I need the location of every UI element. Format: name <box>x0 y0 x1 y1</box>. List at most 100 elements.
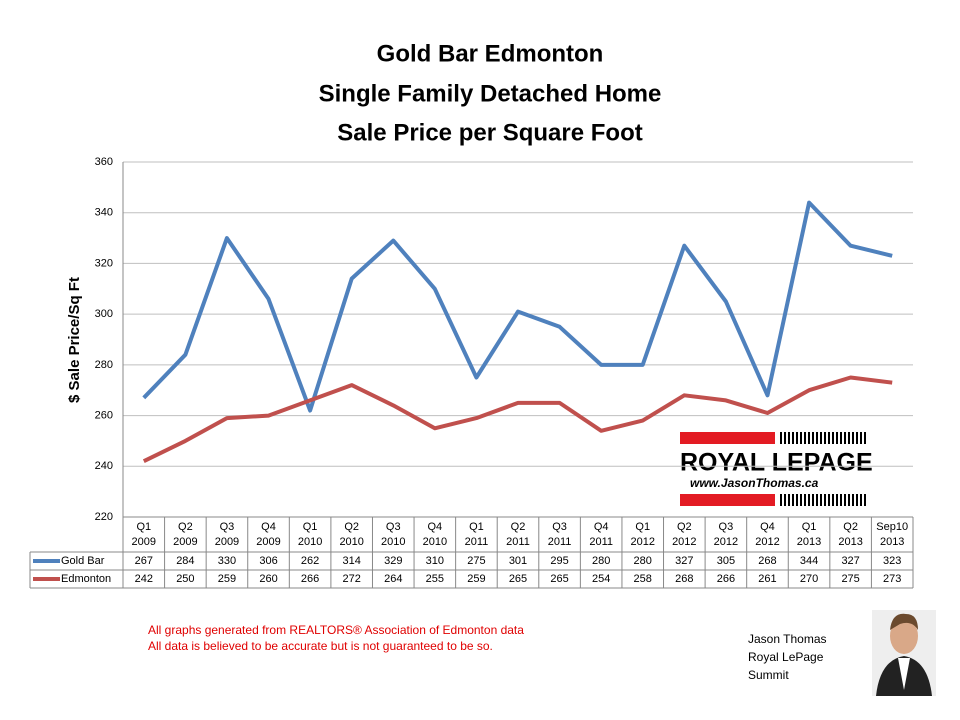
x-tick-label: 2012 <box>672 536 696 548</box>
y-tick-label: 340 <box>95 207 113 219</box>
legend-label: Edmonton <box>61 573 111 585</box>
table-value: 301 <box>509 555 527 567</box>
table-value: 280 <box>592 555 610 567</box>
table-value: 254 <box>592 573 610 585</box>
x-tick-label: Q1 <box>136 521 151 533</box>
x-tick-label: 2013 <box>880 536 904 548</box>
table-value: 273 <box>883 573 901 585</box>
table-value: 259 <box>218 573 236 585</box>
table-value: 255 <box>426 573 444 585</box>
chart-title: Single Family Detached Home <box>319 80 662 107</box>
series-line <box>142 375 893 463</box>
series-line <box>142 200 893 413</box>
table-value: 275 <box>467 555 485 567</box>
table-value: 327 <box>841 555 859 567</box>
x-tick-label: 2010 <box>298 536 322 548</box>
logo-brand: ROYAL LEPAGE <box>680 449 873 477</box>
x-tick-label: Q2 <box>677 521 692 533</box>
table-value: 266 <box>717 573 735 585</box>
table-value: 267 <box>135 555 153 567</box>
table-value: 242 <box>135 573 153 585</box>
y-tick-label: 240 <box>95 460 113 472</box>
x-tick-label: Q1 <box>469 521 484 533</box>
note: All data is believed to be accurate but … <box>148 639 493 653</box>
x-tick-label: Q2 <box>178 521 193 533</box>
table-value: 261 <box>758 573 776 585</box>
x-tick-label: Q3 <box>719 521 734 533</box>
x-tick-label: Q4 <box>760 521 775 533</box>
logo: ROYAL LEPAGE www.JasonThomas.ca <box>680 432 873 506</box>
agent-text: Summit <box>748 668 789 682</box>
legend-label: Gold Bar <box>61 555 105 567</box>
table-value: 262 <box>301 555 319 567</box>
table-value: 258 <box>634 573 652 585</box>
x-tick-label: 2009 <box>256 536 280 548</box>
x-tick-label: 2012 <box>755 536 779 548</box>
x-tick-label: Q1 <box>303 521 318 533</box>
y-axis-label: $ Sale Price/Sq Ft <box>66 277 83 403</box>
x-tick-label: 2010 <box>339 536 363 548</box>
y-tick-label: 220 <box>95 511 113 523</box>
x-tick-label: 2009 <box>215 536 239 548</box>
table-value: 330 <box>218 555 236 567</box>
table-value: 270 <box>800 573 818 585</box>
y-tick-label: 260 <box>95 409 113 421</box>
y-tick-label: 300 <box>95 308 113 320</box>
x-tick-label: 2009 <box>132 536 156 548</box>
note: All graphs generated from REALTORS® Asso… <box>148 623 524 637</box>
table-value: 329 <box>384 555 402 567</box>
x-tick-label: Q4 <box>594 521 609 533</box>
agent-photo <box>872 610 936 696</box>
table-value: 259 <box>467 573 485 585</box>
x-tick-label: Q2 <box>843 521 858 533</box>
x-tick-label: Q3 <box>386 521 401 533</box>
table-value: 260 <box>259 573 277 585</box>
table-value: 310 <box>426 555 444 567</box>
x-tick-label: Q2 <box>344 521 359 533</box>
table-value: 275 <box>841 573 859 585</box>
x-tick-label: 2011 <box>506 536 530 548</box>
table-value: 268 <box>758 555 776 567</box>
x-tick-label: 2011 <box>589 536 613 548</box>
x-tick-label: Q3 <box>220 521 235 533</box>
table-value: 284 <box>176 555 194 567</box>
x-tick-label: Q2 <box>511 521 526 533</box>
table-value: 265 <box>550 573 568 585</box>
table-value: 268 <box>675 573 693 585</box>
table-value: 314 <box>343 555 361 567</box>
agent-text: Royal LePage <box>748 650 824 664</box>
x-tick-label: 2010 <box>423 536 447 548</box>
chart-title: Sale Price per Square Foot <box>337 119 642 146</box>
table-value: 265 <box>509 573 527 585</box>
x-tick-label: Q1 <box>802 521 817 533</box>
x-tick-label: 2012 <box>714 536 738 548</box>
y-tick-label: 320 <box>95 257 113 269</box>
logo-url: www.JasonThomas.ca <box>690 476 819 490</box>
x-tick-label: 2011 <box>465 536 489 548</box>
table-value: 344 <box>800 555 818 567</box>
table-value: 250 <box>176 573 194 585</box>
y-tick-label: 360 <box>95 156 113 168</box>
x-tick-label: 2013 <box>797 536 821 548</box>
x-tick-label: Q4 <box>427 521 442 533</box>
table-value: 266 <box>301 573 319 585</box>
table-value: 327 <box>675 555 693 567</box>
x-tick-label: 2010 <box>381 536 405 548</box>
y-tick-label: 280 <box>95 359 113 371</box>
x-tick-label: 2011 <box>548 536 572 548</box>
logo-bar <box>680 494 775 506</box>
table-value: 306 <box>259 555 277 567</box>
table-value: 295 <box>550 555 568 567</box>
x-tick-label: Q3 <box>552 521 567 533</box>
x-tick-label: Q4 <box>261 521 276 533</box>
table-value: 280 <box>634 555 652 567</box>
table-value: 264 <box>384 573 402 585</box>
table-value: 323 <box>883 555 901 567</box>
x-tick-label: 2013 <box>838 536 862 548</box>
table-value: 272 <box>343 573 361 585</box>
x-tick-label: 2009 <box>173 536 197 548</box>
x-tick-label: Sep10 <box>876 521 908 533</box>
logo-stripes <box>780 432 866 506</box>
